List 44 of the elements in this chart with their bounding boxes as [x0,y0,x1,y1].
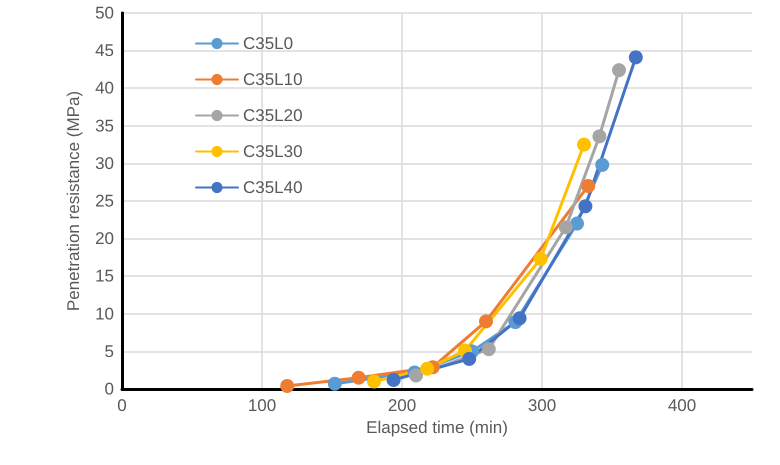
y-tick-label: 45 [95,41,114,60]
x-tick-label: 200 [388,396,416,415]
y-tick-label: 30 [95,154,114,173]
y-tick-label: 15 [95,266,114,286]
y-tick-label: 40 [95,78,114,98]
x-axis-title: Elapsed time (min) [366,418,508,437]
point [420,362,434,376]
legend-label: C35L20 [243,106,303,125]
point [462,352,476,366]
x-tick-label: 300 [528,396,556,415]
point [577,138,591,152]
y-tick-label: 5 [104,342,114,361]
point [581,178,596,193]
point [409,368,423,382]
legend-label: C35L30 [243,142,303,161]
x-tick-label: 0 [117,396,127,415]
legend-label: C35L0 [243,34,294,53]
y-tick-label: 25 [95,192,114,210]
point [578,199,592,214]
point [386,372,401,387]
y-tick-label: 10 [95,304,114,324]
point [570,216,584,231]
y-tick-label: 35 [95,116,114,136]
point [482,342,496,356]
point [534,252,548,266]
y-tick-label: 50 [95,4,114,22]
point [367,374,381,388]
point [595,158,610,172]
y-tick-label: 20 [95,229,114,248]
point [592,129,606,144]
point [628,50,643,64]
x-tick-label: 100 [248,396,276,415]
y-axis-title: Penetration resistance (MPa) [64,90,83,312]
point [558,220,573,234]
x-tick-label: 400 [668,396,696,415]
point [328,376,342,391]
point [479,314,493,328]
y-tick-label: 0 [104,380,114,398]
point [512,311,527,326]
point [352,370,366,385]
legend-label: C35L10 [243,70,303,89]
point [280,378,294,393]
point [612,63,626,78]
legend-label: C35L40 [243,178,303,197]
